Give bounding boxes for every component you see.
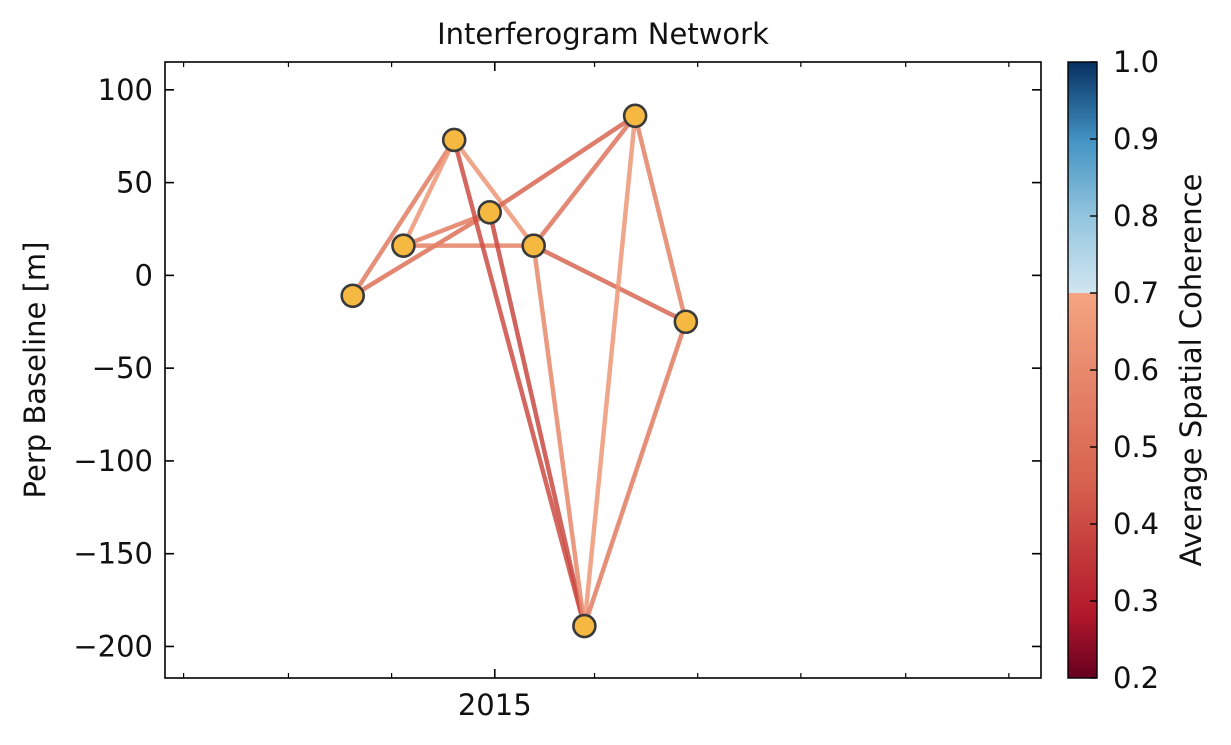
interferogram-edge (350, 210, 492, 299)
interferogram-edge (487, 113, 638, 215)
acquisition-node (673, 309, 699, 335)
y-axis-label: Perp Baseline [m] (18, 242, 52, 499)
colorbar-tick-label: 0.8 (1113, 199, 1159, 233)
y-tick-label: −150 (73, 537, 153, 571)
colorbar-tick-label: 0.4 (1113, 507, 1159, 541)
acquisition-node (477, 199, 502, 225)
interferogram-edge (531, 243, 587, 629)
y-tick-label: −100 (73, 444, 153, 478)
y-tick-label: 50 (116, 166, 153, 200)
acquisition-node (572, 613, 597, 639)
interferogram-edge (451, 137, 587, 629)
interferogram-edge (632, 113, 689, 325)
y-tick-label: 0 (135, 258, 153, 292)
acquisition-node (340, 283, 366, 309)
chart-title: Interferogram Network (437, 17, 769, 51)
interferogram-edge (531, 243, 689, 325)
interferogram-edge (401, 137, 457, 248)
acquisition-node (521, 233, 546, 258)
colorbar-ticks: 0.2 0.3 0.4 0.5 0.6 0.7 0.8 0.9 1.0 (1090, 45, 1159, 695)
acquisition-node (622, 103, 648, 129)
interferogram-edge (487, 210, 587, 629)
colorbar-tick-label: 0.2 (1113, 661, 1159, 695)
interferogram-edge (582, 113, 638, 629)
colorbar-tick-label: 0.5 (1113, 430, 1159, 464)
acquisition-node (391, 233, 416, 258)
interferogram-edge (582, 319, 689, 629)
y-tick-label: −200 (73, 629, 153, 663)
y-tick-label: 100 (98, 73, 153, 107)
colorbar-tick-label: 0.6 (1113, 353, 1159, 387)
y-axis-ticks: 100 50 0 −50 −100 −150 −200 (73, 73, 1041, 663)
colorbar-upper-segment (1068, 62, 1097, 293)
acquisition-node (441, 127, 467, 153)
colorbar-lower-segment (1068, 293, 1097, 678)
x-tick-label: 2015 (458, 688, 532, 722)
plot-frame (164, 61, 1042, 679)
y-tick-label: −50 (92, 351, 153, 385)
interferogram-edge (451, 137, 536, 248)
colorbar-tick-label: 0.7 (1113, 276, 1159, 310)
interferogram-edge (531, 113, 638, 248)
edge-layer (350, 113, 689, 629)
colorbar-label: Average Spatial Coherence (1174, 174, 1208, 567)
colorbar-tick-label: 0.9 (1113, 122, 1159, 156)
colorbar-tick-label: 0.3 (1113, 584, 1159, 618)
x-axis-ticks: 2015 (183, 62, 1010, 722)
interferogram-edge (350, 137, 457, 299)
node-layer (340, 103, 699, 639)
colorbar-tick-label: 1.0 (1113, 45, 1159, 79)
